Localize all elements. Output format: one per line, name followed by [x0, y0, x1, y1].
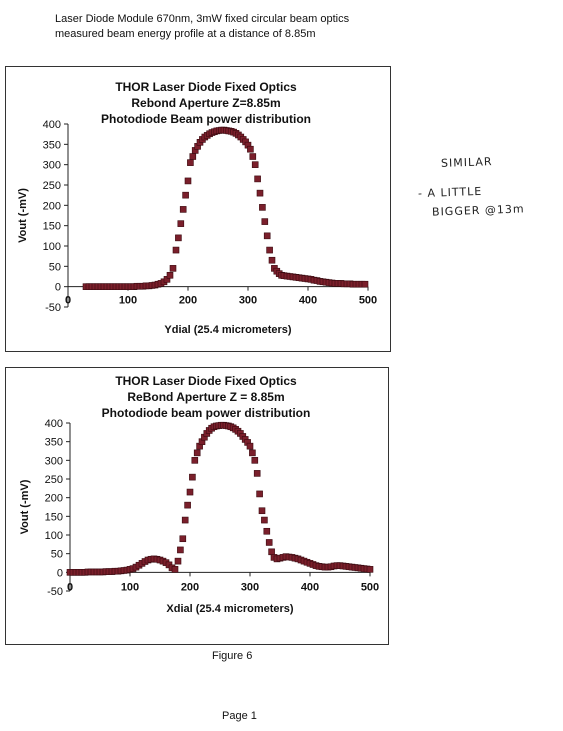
y-tick-label: 0	[55, 282, 61, 294]
y-tick-label: 200	[43, 200, 61, 212]
data-point	[366, 566, 374, 573]
y-tick-label: 400	[45, 418, 63, 430]
data-point	[265, 539, 273, 546]
y-tick-label: 0	[57, 567, 63, 579]
data-point	[268, 548, 275, 556]
y-axis-label: Vout (-mV)	[17, 188, 29, 243]
data-point	[175, 234, 182, 242]
x-axis-label: Xdial (25.4 micrometers)	[166, 603, 294, 615]
data-point	[184, 177, 192, 185]
data-point	[172, 246, 180, 254]
data-point	[253, 470, 261, 477]
handwritten-note-a-little: - A LITTLE	[417, 184, 483, 201]
data-point	[249, 449, 256, 457]
handwritten-note-bigger: BIGGER @13m	[431, 202, 525, 219]
page-number: Page 1	[222, 710, 257, 722]
x-tick-label: 0	[67, 581, 73, 593]
chart-title-line: ReBond Aperture Z = 8.85m	[127, 390, 284, 404]
data-point	[179, 206, 187, 213]
y-tick-label: 200	[45, 493, 63, 505]
y-axis-label: Vout (-mV)	[19, 479, 31, 534]
data-point	[263, 232, 271, 240]
data-point	[191, 457, 199, 464]
data-point	[166, 271, 174, 279]
x-tick-label: 300	[241, 581, 259, 593]
data-point	[256, 189, 264, 197]
y-tick-label: 50	[51, 549, 63, 561]
data-point	[256, 490, 263, 498]
data-point	[169, 265, 177, 272]
data-point	[189, 153, 197, 160]
x-tick-label: 400	[301, 581, 319, 593]
data-point	[258, 507, 266, 515]
chart-top-svg: THOR Laser Diode Fixed Optics Rebond Aper…	[17, 80, 377, 336]
handwritten-note-similar: SIMILAR	[440, 155, 493, 170]
y-tick-label: 50	[49, 261, 61, 273]
data-point	[184, 501, 191, 509]
x-tick-label: 500	[359, 295, 377, 307]
x-tick-label: 0	[65, 295, 71, 307]
y-tick-label: -50	[45, 302, 61, 314]
y-tick-label: 100	[43, 241, 61, 253]
data-point	[263, 527, 271, 535]
data-point	[174, 557, 182, 565]
data-point	[189, 473, 196, 481]
data-point	[246, 442, 254, 450]
y-tick-label: 250	[43, 180, 61, 192]
x-tick-label: 200	[179, 295, 197, 307]
data-point	[254, 175, 261, 183]
y-tick-label: 300	[43, 160, 61, 172]
y-tick-label: 350	[45, 437, 63, 449]
data-point	[261, 218, 269, 225]
y-tick-label: -50	[47, 586, 63, 598]
y-tick-label: 400	[43, 119, 61, 131]
x-tick-label: 500	[361, 581, 379, 593]
figure-caption: Figure 6	[212, 650, 253, 662]
chart-bottom-svg: THOR Laser Diode Fixed Optics ReBond Aper…	[19, 374, 379, 615]
header-line-2: measured beam energy profile at a distan…	[55, 28, 316, 40]
chart-title-line: Rebond Aperture Z=8.85m	[131, 96, 280, 110]
x-tick-label: 300	[239, 295, 257, 307]
data-point	[182, 191, 189, 199]
data-point	[268, 256, 276, 264]
y-tick-label: 150	[43, 221, 61, 233]
data-point	[249, 153, 257, 160]
data-point	[187, 159, 194, 166]
chart-top: THOR Laser Diode Fixed Optics Rebond Aper…	[5, 66, 391, 352]
x-axis-label: Ydial (25.4 micrometers)	[164, 324, 292, 336]
data-point	[266, 246, 273, 254]
data-point	[177, 220, 185, 227]
y-tick-label: 250	[45, 474, 63, 486]
chart-title-line: Photodiode beam power distribution	[102, 406, 311, 420]
header-line-1: Laser Diode Module 670nm, 3mW fixed circ…	[55, 13, 350, 25]
data-point	[186, 488, 194, 496]
y-tick-label: 300	[45, 455, 63, 467]
chart-title-line: THOR Laser Diode Fixed Optics	[115, 374, 297, 388]
y-tick-label: 350	[43, 139, 61, 151]
data-point	[247, 145, 254, 153]
x-tick-label: 200	[181, 581, 199, 593]
chart-bottom: THOR Laser Diode Fixed Optics ReBond Aper…	[5, 367, 389, 645]
chart-title-line: THOR Laser Diode Fixed Optics	[115, 80, 297, 94]
data-point	[181, 516, 189, 524]
y-tick-label: 150	[45, 511, 63, 523]
data-point	[261, 516, 268, 524]
data-point	[251, 457, 259, 464]
data-point	[193, 449, 201, 457]
data-point	[251, 161, 259, 168]
data-point	[171, 566, 179, 573]
x-tick-label: 100	[121, 581, 139, 593]
page-header: Laser Diode Module 670nm, 3mW fixed circ…	[55, 12, 349, 42]
y-tick-label: 100	[45, 530, 63, 542]
chart-title-line: Photodiode Beam power distribution	[101, 112, 311, 126]
x-tick-label: 100	[119, 295, 137, 307]
data-point	[361, 280, 369, 288]
data-point	[177, 546, 184, 554]
x-tick-label: 400	[299, 295, 317, 307]
data-point	[179, 535, 187, 543]
data-point	[259, 204, 266, 211]
